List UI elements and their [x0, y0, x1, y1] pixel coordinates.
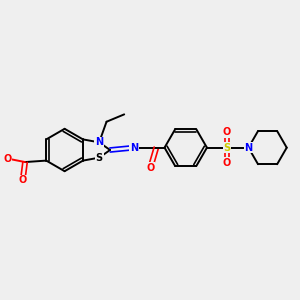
- Text: O: O: [146, 163, 154, 173]
- Text: O: O: [223, 158, 231, 168]
- Text: N: N: [244, 142, 253, 153]
- Text: N: N: [130, 142, 138, 153]
- Text: N: N: [95, 137, 103, 147]
- Text: O: O: [19, 175, 27, 185]
- Text: S: S: [224, 142, 230, 153]
- Text: O: O: [223, 127, 231, 137]
- Text: S: S: [96, 153, 103, 163]
- Text: O: O: [3, 154, 11, 164]
